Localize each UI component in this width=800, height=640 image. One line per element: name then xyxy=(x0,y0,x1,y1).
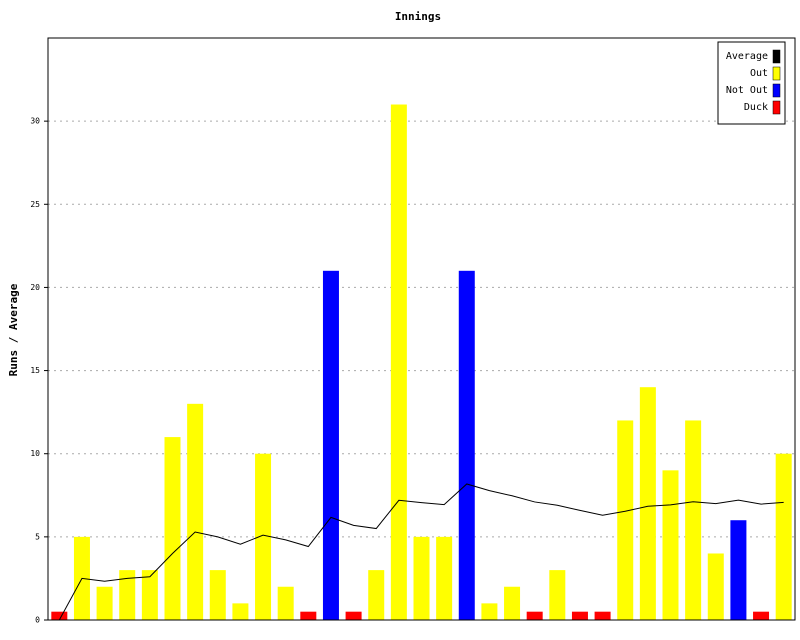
legend-label: Average xyxy=(726,51,768,62)
bar xyxy=(300,611,317,620)
legend-swatch xyxy=(772,83,781,98)
bar xyxy=(571,611,588,620)
bar xyxy=(413,536,430,620)
bar xyxy=(753,611,770,620)
y-tick-label: 15 xyxy=(30,366,40,375)
legend-swatch xyxy=(772,100,781,115)
average-line xyxy=(58,483,784,621)
bar xyxy=(685,420,702,620)
bar xyxy=(730,520,747,620)
y-tick-label: 0 xyxy=(35,616,40,625)
bar xyxy=(436,536,453,620)
legend-label: Not Out xyxy=(726,85,768,96)
legend: Average Out Not Out Duck xyxy=(717,41,786,125)
legend-swatch xyxy=(772,66,781,81)
chart-title: Innings xyxy=(395,10,441,23)
y-tick-label: 30 xyxy=(30,117,40,126)
legend-label: Out xyxy=(750,68,768,79)
bar xyxy=(164,437,181,620)
bar xyxy=(368,570,385,620)
bar xyxy=(639,387,656,620)
y-tick-label: 20 xyxy=(30,283,40,292)
bar xyxy=(707,553,724,620)
bar xyxy=(345,611,362,620)
bar xyxy=(549,570,566,620)
bar xyxy=(390,104,407,620)
bar xyxy=(119,570,136,620)
bar xyxy=(458,270,475,620)
bar xyxy=(51,611,68,620)
bar xyxy=(255,453,272,620)
y-tick-label: 25 xyxy=(30,200,40,209)
bar xyxy=(481,603,498,620)
bar xyxy=(187,403,204,620)
bar xyxy=(504,586,521,620)
plot-frame xyxy=(47,37,796,621)
bar xyxy=(209,570,226,620)
y-tick-label: 5 xyxy=(35,532,40,541)
bar xyxy=(232,603,249,620)
bar xyxy=(662,470,679,620)
bar xyxy=(594,611,611,620)
y-tick-label: 10 xyxy=(30,449,40,458)
bar xyxy=(322,270,339,620)
bar xyxy=(526,611,543,620)
bar xyxy=(141,570,158,620)
bar xyxy=(617,420,634,620)
legend-label: Duck xyxy=(744,102,768,113)
bar xyxy=(775,453,792,620)
bar xyxy=(277,586,294,620)
bar xyxy=(96,586,113,620)
y-axis-label: Runs / Average xyxy=(7,283,20,376)
legend-swatch xyxy=(772,49,781,64)
